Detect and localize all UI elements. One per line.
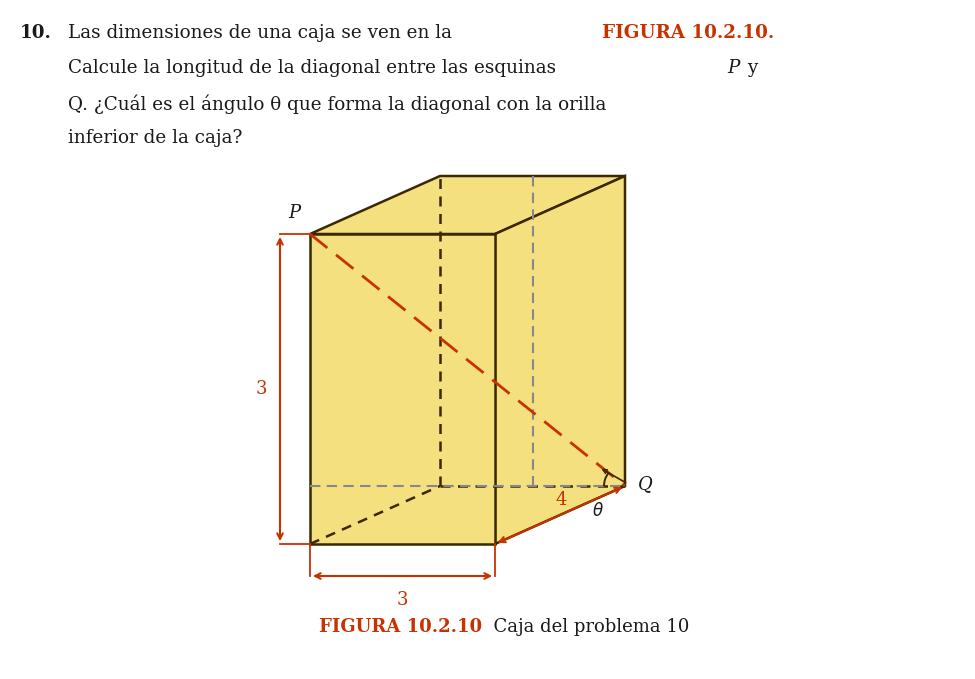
- Text: P: P: [288, 204, 300, 222]
- Text: 3: 3: [397, 591, 409, 609]
- Text: 3: 3: [255, 380, 267, 398]
- Text: $\theta$: $\theta$: [592, 502, 604, 520]
- Text: Q. ¿Cuál es el ángulo θ que forma la diagonal con la orilla: Q. ¿Cuál es el ángulo θ que forma la dia…: [68, 94, 606, 113]
- Text: inferior de la caja?: inferior de la caja?: [68, 129, 243, 147]
- Text: Las dimensiones de una caja se ven en la: Las dimensiones de una caja se ven en la: [68, 24, 458, 42]
- Text: Calcule la longitud de la diagonal entre las esquinas: Calcule la longitud de la diagonal entre…: [68, 59, 562, 77]
- Polygon shape: [310, 234, 495, 544]
- Text: 4: 4: [556, 491, 566, 509]
- Text: FIGURA 10.2.10: FIGURA 10.2.10: [320, 618, 483, 636]
- Polygon shape: [310, 176, 625, 234]
- Text: Caja del problema 10: Caja del problema 10: [483, 618, 690, 636]
- Text: y: y: [742, 59, 759, 77]
- Text: FIGURA 10.2.10.: FIGURA 10.2.10.: [602, 24, 774, 42]
- Text: Q: Q: [638, 475, 652, 493]
- Text: P: P: [727, 59, 739, 77]
- Text: 10.: 10.: [20, 24, 52, 42]
- Polygon shape: [495, 176, 625, 544]
